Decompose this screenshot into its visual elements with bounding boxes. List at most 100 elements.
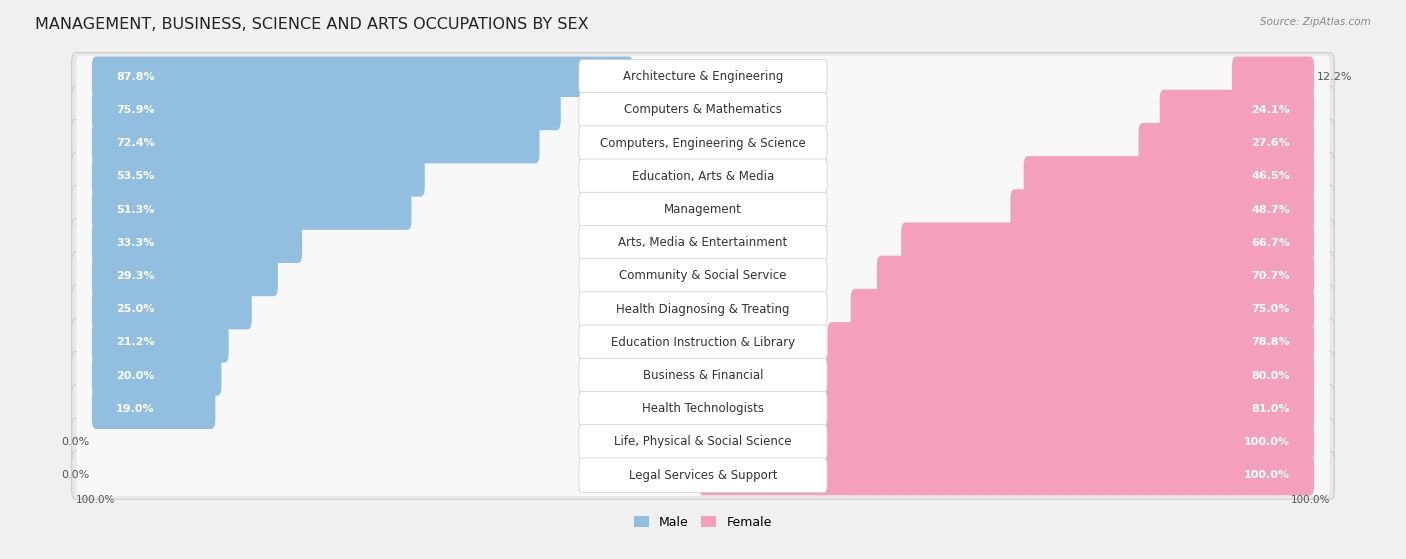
FancyBboxPatch shape (579, 159, 827, 193)
Text: Architecture & Engineering: Architecture & Engineering (623, 70, 783, 83)
Text: Life, Physical & Social Science: Life, Physical & Social Science (614, 435, 792, 448)
FancyBboxPatch shape (76, 387, 1330, 430)
FancyBboxPatch shape (72, 352, 1334, 400)
Text: 48.7%: 48.7% (1251, 205, 1289, 215)
Text: 25.0%: 25.0% (117, 304, 155, 314)
FancyBboxPatch shape (579, 425, 827, 459)
FancyBboxPatch shape (72, 86, 1334, 134)
FancyBboxPatch shape (1011, 190, 1315, 230)
FancyBboxPatch shape (91, 89, 561, 130)
Text: 33.3%: 33.3% (117, 238, 155, 248)
FancyBboxPatch shape (76, 188, 1330, 231)
FancyBboxPatch shape (72, 119, 1334, 167)
FancyBboxPatch shape (579, 358, 827, 393)
Text: 100.0%: 100.0% (1244, 437, 1289, 447)
FancyBboxPatch shape (1232, 56, 1315, 97)
Text: 53.5%: 53.5% (117, 172, 155, 181)
FancyBboxPatch shape (76, 222, 1330, 264)
Text: 100.0%: 100.0% (76, 495, 115, 505)
FancyBboxPatch shape (76, 255, 1330, 297)
Text: Health Technologists: Health Technologists (643, 402, 763, 415)
FancyBboxPatch shape (579, 391, 827, 426)
Text: 81.0%: 81.0% (1251, 404, 1289, 414)
Text: Community & Social Service: Community & Social Service (619, 269, 787, 282)
FancyBboxPatch shape (814, 389, 1315, 429)
FancyBboxPatch shape (851, 289, 1315, 329)
FancyBboxPatch shape (76, 155, 1330, 197)
Text: 78.8%: 78.8% (1251, 337, 1289, 347)
Text: 0.0%: 0.0% (60, 470, 89, 480)
Text: 75.0%: 75.0% (1251, 304, 1289, 314)
FancyBboxPatch shape (76, 321, 1330, 363)
FancyBboxPatch shape (91, 322, 229, 363)
Text: 29.3%: 29.3% (117, 271, 155, 281)
Text: 21.2%: 21.2% (117, 337, 155, 347)
Text: 100.0%: 100.0% (1291, 495, 1330, 505)
FancyBboxPatch shape (72, 252, 1334, 300)
FancyBboxPatch shape (579, 192, 827, 227)
FancyBboxPatch shape (76, 122, 1330, 164)
FancyBboxPatch shape (699, 455, 1315, 495)
Text: 20.0%: 20.0% (117, 371, 155, 381)
FancyBboxPatch shape (91, 222, 302, 263)
FancyBboxPatch shape (91, 356, 221, 396)
Text: 0.0%: 0.0% (60, 437, 89, 447)
FancyBboxPatch shape (699, 421, 1315, 462)
FancyBboxPatch shape (91, 156, 425, 197)
FancyBboxPatch shape (579, 292, 827, 326)
Text: 87.8%: 87.8% (117, 72, 155, 82)
FancyBboxPatch shape (72, 451, 1334, 499)
Text: Management: Management (664, 203, 742, 216)
FancyBboxPatch shape (76, 56, 1330, 98)
FancyBboxPatch shape (579, 59, 827, 94)
FancyBboxPatch shape (76, 354, 1330, 397)
FancyBboxPatch shape (579, 325, 827, 359)
FancyBboxPatch shape (72, 152, 1334, 201)
FancyBboxPatch shape (72, 385, 1334, 433)
FancyBboxPatch shape (91, 56, 633, 97)
Legend: Male, Female: Male, Female (634, 516, 772, 529)
FancyBboxPatch shape (72, 53, 1334, 101)
Text: 80.0%: 80.0% (1251, 371, 1289, 381)
Text: 75.9%: 75.9% (117, 105, 155, 115)
FancyBboxPatch shape (91, 289, 252, 329)
FancyBboxPatch shape (91, 255, 278, 296)
Text: Computers, Engineering & Science: Computers, Engineering & Science (600, 136, 806, 150)
Text: 46.5%: 46.5% (1251, 172, 1289, 181)
FancyBboxPatch shape (579, 259, 827, 293)
FancyBboxPatch shape (72, 219, 1334, 267)
FancyBboxPatch shape (72, 186, 1334, 234)
Text: 19.0%: 19.0% (117, 404, 155, 414)
FancyBboxPatch shape (76, 454, 1330, 496)
Text: Health Diagnosing & Treating: Health Diagnosing & Treating (616, 302, 790, 316)
Text: 66.7%: 66.7% (1251, 238, 1289, 248)
Text: MANAGEMENT, BUSINESS, SCIENCE AND ARTS OCCUPATIONS BY SEX: MANAGEMENT, BUSINESS, SCIENCE AND ARTS O… (35, 17, 589, 32)
FancyBboxPatch shape (828, 322, 1315, 363)
Text: Computers & Mathematics: Computers & Mathematics (624, 103, 782, 116)
FancyBboxPatch shape (91, 389, 215, 429)
Text: 51.3%: 51.3% (117, 205, 155, 215)
FancyBboxPatch shape (91, 123, 540, 163)
Text: 70.7%: 70.7% (1251, 271, 1289, 281)
FancyBboxPatch shape (579, 93, 827, 127)
FancyBboxPatch shape (1024, 156, 1315, 197)
FancyBboxPatch shape (579, 225, 827, 260)
FancyBboxPatch shape (877, 255, 1315, 296)
Text: 100.0%: 100.0% (1244, 470, 1289, 480)
FancyBboxPatch shape (76, 288, 1330, 330)
FancyBboxPatch shape (579, 458, 827, 492)
FancyBboxPatch shape (1160, 89, 1315, 130)
Text: Legal Services & Support: Legal Services & Support (628, 468, 778, 482)
FancyBboxPatch shape (72, 418, 1334, 466)
Text: 12.2%: 12.2% (1317, 72, 1353, 82)
FancyBboxPatch shape (1139, 123, 1315, 163)
Text: Business & Financial: Business & Financial (643, 369, 763, 382)
Text: Education, Arts & Media: Education, Arts & Media (631, 170, 775, 183)
Text: Education Instruction & Library: Education Instruction & Library (612, 336, 794, 349)
FancyBboxPatch shape (76, 89, 1330, 131)
Text: 24.1%: 24.1% (1251, 105, 1289, 115)
FancyBboxPatch shape (72, 285, 1334, 333)
Text: 27.6%: 27.6% (1251, 138, 1289, 148)
FancyBboxPatch shape (72, 318, 1334, 366)
FancyBboxPatch shape (901, 222, 1315, 263)
